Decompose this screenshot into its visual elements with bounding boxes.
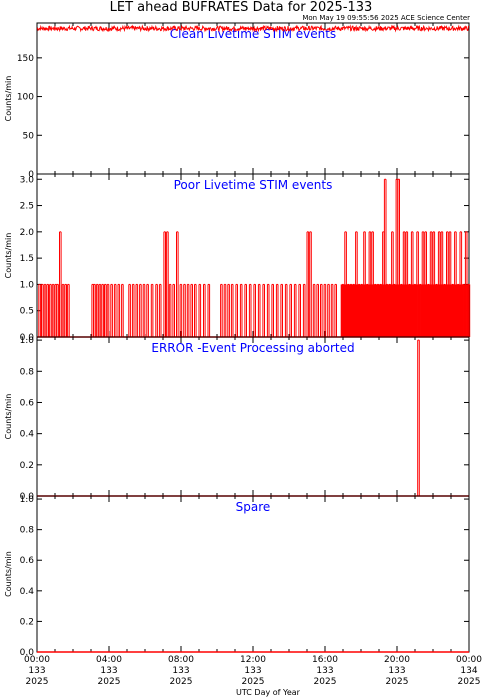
y-tick-label: 0.0 — [20, 333, 35, 343]
x-axis-label: UTC Day of Year — [236, 688, 301, 697]
panel-frame — [36, 22, 470, 175]
y-tick-label: 150 — [17, 54, 34, 64]
panel-frame — [36, 495, 470, 653]
y-tick-label: 0.4 — [20, 430, 35, 440]
y-tick-label: 1.5 — [20, 254, 34, 264]
x-tick-year: 2025 — [314, 677, 337, 687]
y-axis-label: Counts/min — [4, 76, 13, 122]
y-axis-label: Counts/min — [4, 233, 13, 279]
y-tick-label: 1.0 — [20, 495, 35, 505]
x-tick-time: 00:00 — [24, 655, 50, 665]
x-tick-doy: 133 — [244, 666, 261, 676]
x-tick-year: 2025 — [386, 677, 409, 687]
y-tick-label: 50 — [23, 131, 35, 141]
y-tick-label: 3.0 — [20, 175, 35, 185]
x-tick-time: 04:00 — [96, 655, 122, 665]
x-tick-doy: 134 — [460, 666, 477, 676]
panel-frame — [36, 336, 470, 497]
x-tick-time: 20:00 — [384, 655, 410, 665]
x-tick-time: 12:00 — [240, 655, 266, 665]
panel-title: Spare — [236, 500, 271, 514]
y-tick-label: 0.8 — [20, 367, 35, 377]
y-tick-label: 1.0 — [20, 280, 35, 290]
y-tick-label: 0.6 — [20, 398, 35, 408]
x-tick-doy: 133 — [100, 666, 117, 676]
x-tick-time: 00:00 — [456, 655, 482, 665]
x-tick-year: 2025 — [98, 677, 121, 687]
panel-2: 0.0 0.5 1.0 1.5 2.0 2.5 3.0 Counts/min Poor Live… — [4, 173, 471, 343]
y-tick-label: 2.0 — [20, 228, 35, 238]
x-tick-doy: 133 — [388, 666, 405, 676]
x-tick-doy: 133 — [28, 666, 45, 676]
y-tick-label: 0.2 — [20, 461, 34, 471]
x-tick-time: 16:00 — [312, 655, 338, 665]
y-tick-label: 0.0 — [20, 492, 35, 502]
x-tick-year: 2025 — [242, 677, 265, 687]
panel-title: ERROR -Event Processing aborted — [151, 341, 354, 355]
y-tick-label: 100 — [17, 93, 34, 103]
y-tick-label: 0.5 — [20, 307, 34, 317]
x-tick-doy: 133 — [172, 666, 189, 676]
timestamp-label: Mon May 19 09:55:56 2025 ACE Science Cen… — [302, 14, 470, 22]
x-tick-year: 2025 — [458, 677, 481, 687]
y-tick-label: 1.0 — [20, 336, 35, 346]
x-tick-time: 08:00 — [168, 655, 194, 665]
y-tick-label: 0.0 — [20, 648, 35, 658]
y-tick-label: 2.5 — [20, 202, 34, 212]
y-axis-label: Counts/min — [4, 551, 13, 597]
y-axis-label: Counts/min — [4, 394, 13, 440]
y-tick-label: 0.8 — [20, 526, 35, 536]
x-tick-doy: 133 — [316, 666, 333, 676]
y-tick-label: 0.4 — [20, 587, 35, 597]
x-tick-year: 2025 — [26, 677, 49, 687]
y-tick-label: 0.6 — [20, 556, 35, 566]
series-line — [36, 24, 470, 33]
panel-title: Poor Livetime STIM events — [174, 178, 333, 192]
panel-3: 0.0 0.2 0.4 0.6 0.8 1.0 Counts/min ERROR -Event… — [4, 336, 470, 502]
x-axis: 00:00133202504:00133202508:00133202512:0… — [24, 655, 482, 687]
y-tick-label: 0 — [28, 170, 34, 180]
y-tick-label: 0.2 — [20, 617, 34, 627]
x-tick-year: 2025 — [170, 677, 193, 687]
panel-4: 0.0 0.2 0.4 0.6 0.8 1.0 Counts/min Spare — [4, 495, 470, 658]
chart-title: LET ahead BUFRATES Data for 2025-133 — [110, 0, 373, 15]
